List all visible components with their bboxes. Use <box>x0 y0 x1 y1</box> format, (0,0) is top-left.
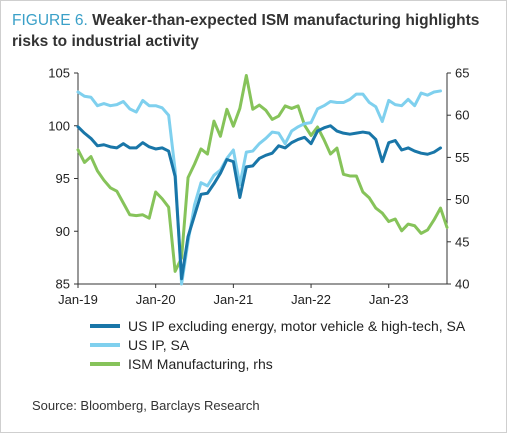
legend-item-ism: ISM Manufacturing, rhs <box>90 354 465 373</box>
series-line-ism <box>76 74 449 273</box>
figure-title-text: Weaker-than-expected ISM manufacturing h… <box>12 12 480 50</box>
legend-item-ip: US IP, SA <box>90 335 465 354</box>
y-left-tick-label: 85 <box>56 277 70 292</box>
x-tick-label: Jan-21 <box>213 292 253 307</box>
chart-tick-labels: 85 90 95 100 105 40 45 50 55 60 65 Jan-19 Jan-20 Jan-… <box>48 66 469 308</box>
legend-swatch-ip <box>90 342 120 347</box>
x-tick-label: Jan-19 <box>58 292 98 307</box>
y-left-tick-label: 90 <box>56 224 70 239</box>
x-tick-label: Jan-20 <box>136 292 176 307</box>
legend-label-ip: US IP, SA <box>128 336 190 353</box>
y-right-tick-label: 45 <box>455 234 469 249</box>
series-line-ip-ex <box>76 124 443 281</box>
source-note: Source: Bloomberg, Barclays Research <box>32 398 260 413</box>
legend: US IP excluding energy, motor vehicle & … <box>90 316 465 373</box>
y-left-tick-label: 95 <box>56 171 70 186</box>
chart-series <box>76 74 449 286</box>
y-right-tick-label: 40 <box>455 277 469 292</box>
legend-swatch-ism <box>90 361 120 366</box>
y-right-tick-label: 55 <box>455 150 469 165</box>
chart-axes <box>74 72 451 288</box>
y-right-tick-label: 65 <box>455 66 469 81</box>
series-line-ip <box>76 89 443 286</box>
y-right-tick-label: 60 <box>455 108 469 123</box>
figure-number: FIGURE 6. <box>12 12 88 29</box>
legend-item-ip-ex: US IP excluding energy, motor vehicle & … <box>90 316 465 335</box>
y-left-tick-label: 105 <box>48 66 70 81</box>
figure-title: FIGURE 6. Weaker-than-expected ISM manuf… <box>12 10 497 52</box>
y-right-tick-label: 50 <box>455 192 469 207</box>
legend-label-ism: ISM Manufacturing, rhs <box>128 355 273 372</box>
x-tick-label: Jan-23 <box>369 292 409 307</box>
legend-label-ip-ex: US IP excluding energy, motor vehicle & … <box>128 317 466 334</box>
legend-swatch-ip-ex <box>90 323 120 328</box>
y-left-tick-label: 100 <box>48 118 70 133</box>
x-tick-label: Jan-22 <box>291 292 331 307</box>
